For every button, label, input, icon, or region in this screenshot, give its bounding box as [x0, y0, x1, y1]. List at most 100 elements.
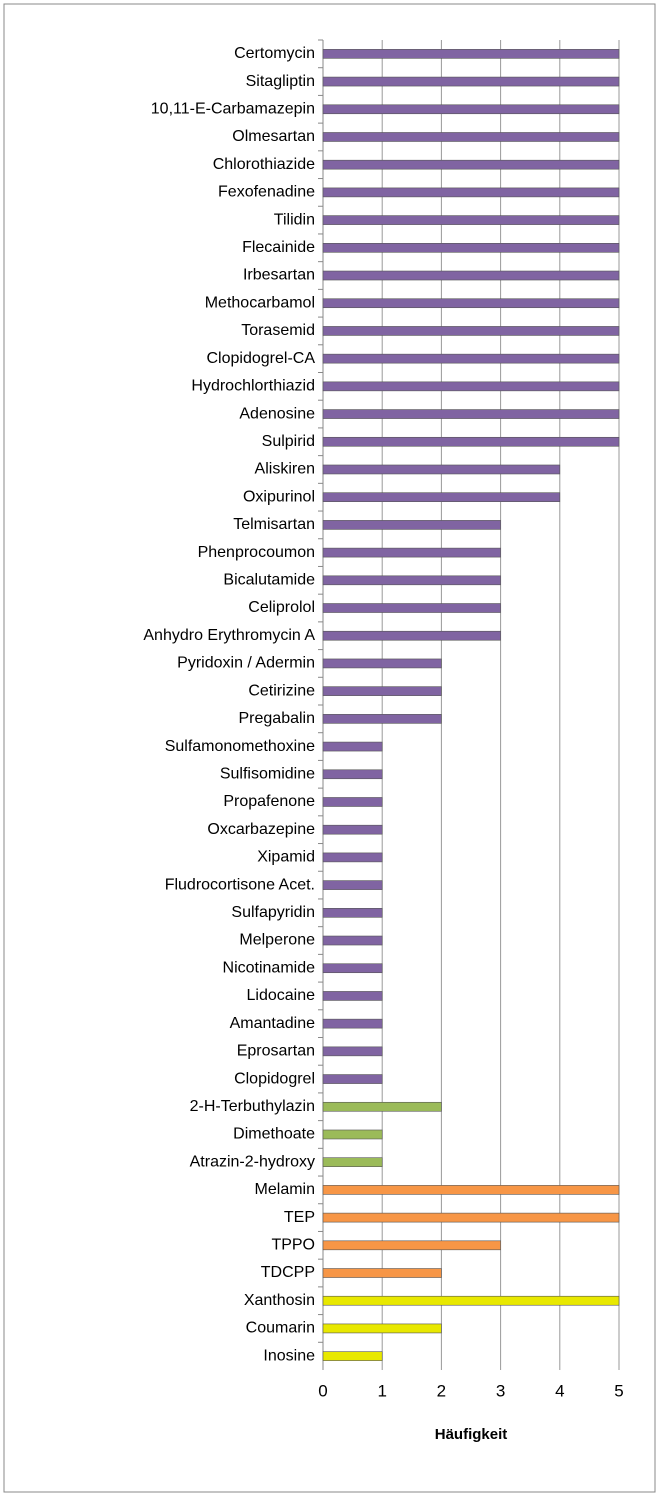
- y-tick-label: Olmesartan: [232, 128, 315, 145]
- y-tick-label: Adenosine: [239, 405, 315, 422]
- bar: [322, 104, 620, 115]
- y-tick-label: Bicalutamide: [223, 572, 315, 589]
- y-tick-label: Pregabalin: [239, 710, 316, 727]
- y-tick-label: Xanthosin: [244, 1292, 315, 1309]
- bar: [322, 49, 620, 59]
- x-tick-label: 3: [496, 1381, 505, 1400]
- bar: [322, 1074, 383, 1084]
- y-tick-label: 2-H-Terbuthylazin: [190, 1098, 315, 1115]
- bar: [322, 547, 501, 558]
- y-tick-label: Cetirizine: [248, 682, 315, 699]
- bar: [322, 1212, 620, 1223]
- bar: [322, 1018, 383, 1029]
- y-tick-label: Propafenone: [223, 793, 315, 810]
- y-tick-label: Xipamid: [257, 849, 315, 866]
- y-tick-label: Fludrocortisone Acet.: [165, 876, 315, 893]
- y-tick-label: Nicotinamide: [223, 959, 316, 976]
- bar: [322, 1240, 501, 1251]
- bar: [322, 520, 501, 530]
- y-tick-label: Hydrochlorthiazid: [191, 378, 315, 395]
- bar: [322, 243, 620, 253]
- y-tick-label: Irbesartan: [243, 267, 315, 284]
- y-tick-label: Torasemid: [241, 322, 315, 339]
- bar: [322, 1185, 620, 1195]
- bar: [322, 963, 383, 974]
- bar: [322, 187, 620, 198]
- bar: [322, 326, 620, 336]
- bar: [322, 630, 501, 641]
- bar: [322, 880, 383, 890]
- bar: [322, 908, 383, 918]
- y-tick-label: Phenprocoumon: [198, 544, 315, 561]
- bar: [322, 381, 620, 392]
- y-tick-label: Melperone: [239, 932, 315, 949]
- y-tick-label: Pyridoxin / Adermin: [177, 655, 315, 672]
- bar: [322, 852, 383, 863]
- y-tick-label: 10,11-E-Carbamazepin: [151, 100, 315, 117]
- x-tick-label: 0: [318, 1381, 327, 1400]
- bar: [322, 935, 383, 946]
- bar: [322, 1323, 442, 1334]
- bar: [322, 658, 442, 669]
- bar: [322, 1268, 442, 1278]
- bar: [322, 1129, 383, 1140]
- y-tick-label: Clopidogrel: [234, 1070, 315, 1087]
- bar: [322, 215, 620, 225]
- y-tick-label: Sulfamonomethoxine: [165, 738, 315, 755]
- y-tick-label: Telmisartan: [233, 516, 315, 533]
- y-tick-label: Certomycin: [234, 45, 315, 62]
- y-tick-label: Fexofenadine: [218, 184, 315, 201]
- bar: [322, 797, 383, 807]
- x-tick-label: 4: [555, 1381, 564, 1400]
- bar: [322, 270, 620, 281]
- y-tick-label: Dimethoate: [233, 1126, 315, 1143]
- bar: [322, 132, 620, 142]
- bar: [322, 824, 383, 835]
- bar: [322, 76, 620, 87]
- bar: [322, 603, 501, 613]
- y-tick-label: Aliskiren: [255, 461, 315, 478]
- y-tick-label: Clopidogrel-CA: [207, 350, 316, 367]
- y-tick-label: Eprosartan: [237, 1043, 315, 1060]
- y-tick-label: Sitagliptin: [246, 73, 315, 90]
- y-tick-label: Atrazin-2-hydroxy: [190, 1153, 315, 1170]
- bar: [322, 1157, 383, 1167]
- y-tick-label: Lidocaine: [247, 987, 316, 1004]
- bar: [322, 769, 383, 780]
- bar: [322, 464, 561, 475]
- y-tick-label: TEP: [284, 1209, 315, 1226]
- y-tick-label: Sulfisomidine: [220, 765, 315, 782]
- bar: [322, 714, 442, 724]
- y-tick-label: Tilidin: [274, 211, 315, 228]
- x-tick-label: 5: [614, 1381, 623, 1400]
- bar: [322, 1295, 620, 1306]
- y-tick-label: Celiprolol: [248, 599, 315, 616]
- bar: [322, 741, 383, 752]
- y-tick-label: Anhydro Erythromycin A: [143, 627, 315, 644]
- bar: [322, 1046, 383, 1057]
- y-tick-label: Coumarin: [246, 1320, 315, 1337]
- bar: [322, 1351, 383, 1361]
- y-tick-label: Oxcarbazepine: [207, 821, 315, 838]
- x-tick-label: 1: [377, 1381, 386, 1400]
- bar: [322, 686, 442, 696]
- x-tick-label: 2: [437, 1381, 446, 1400]
- bar: [322, 575, 501, 586]
- bar: [322, 353, 620, 364]
- y-tick-label: Chlorothiazide: [213, 156, 315, 173]
- y-tick-label: TDCPP: [261, 1264, 315, 1281]
- bar: [322, 159, 620, 170]
- bar: [322, 298, 620, 309]
- y-tick-label: Melamin: [255, 1181, 315, 1198]
- y-tick-label: Oxipurinol: [243, 488, 315, 505]
- y-tick-label: Sulfapyridin: [231, 904, 315, 921]
- bar: [322, 436, 620, 447]
- x-axis-label: Häufigkeit: [435, 1426, 508, 1443]
- bar: [322, 492, 561, 502]
- y-tick-label: Methocarbamol: [205, 294, 315, 311]
- bar: [322, 1101, 442, 1112]
- bar: [322, 409, 620, 419]
- y-tick-label: Flecainide: [242, 239, 315, 256]
- bar: [322, 991, 383, 1001]
